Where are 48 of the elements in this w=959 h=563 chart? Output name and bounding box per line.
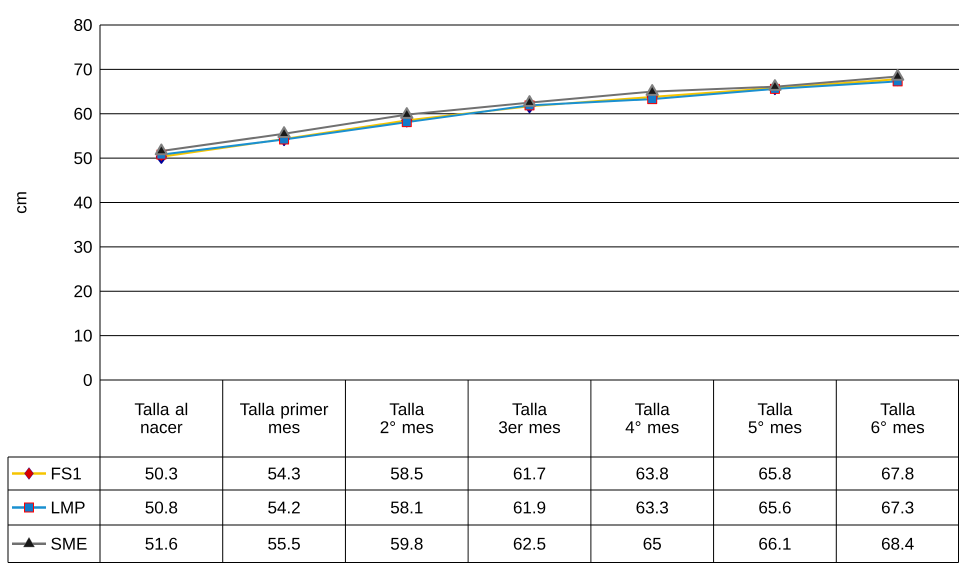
x-tick-label: Talla 6° mes xyxy=(871,402,924,434)
data-label: 61.7 xyxy=(514,467,546,480)
data-label: 58.5 xyxy=(390,467,423,480)
y-tick-label: 20 xyxy=(74,285,92,298)
legend-label: SME xyxy=(51,538,87,550)
data-label: 50.8 xyxy=(145,501,178,514)
data-label: 62.5 xyxy=(514,538,546,550)
data-label: 63.8 xyxy=(636,467,668,480)
data-label: 66.1 xyxy=(759,538,791,550)
y-axis-title: cm xyxy=(17,192,26,214)
point xyxy=(154,144,168,156)
x-tick-label: Talla al nacer xyxy=(134,402,188,434)
data-label: 59.8 xyxy=(390,538,423,550)
data-label: 51.6 xyxy=(145,538,178,550)
y-tick-label: 30 xyxy=(74,240,92,253)
x-tick-label: Talla 5° mes xyxy=(748,402,802,434)
data-label: 54.3 xyxy=(268,467,300,480)
y-tick-label: 10 xyxy=(74,330,92,342)
point xyxy=(522,95,536,107)
data-label: 63.3 xyxy=(636,501,668,514)
x-tick-label: Talla primer mes xyxy=(240,402,328,434)
data-label: 61.9 xyxy=(514,501,546,514)
x-tick-label: Talla 2° mes xyxy=(380,402,434,434)
x-tick-label: Talla 3er mes xyxy=(498,402,560,434)
data-label: 65.8 xyxy=(759,467,791,480)
point xyxy=(400,107,414,119)
data-label: 55.5 xyxy=(268,538,300,550)
point xyxy=(891,68,904,81)
legend-label: LMP xyxy=(52,502,85,514)
point xyxy=(768,79,782,91)
data-label: 58.1 xyxy=(390,501,423,514)
y-tick-label: 50 xyxy=(74,152,92,164)
data-label: 68.4 xyxy=(882,538,914,550)
data-label: 67.3 xyxy=(882,501,914,514)
y-tick-label: 60 xyxy=(74,108,92,120)
data-label: 54.2 xyxy=(268,501,300,514)
data-label: 65 xyxy=(644,538,661,550)
point xyxy=(277,126,291,138)
y-tick-label: 70 xyxy=(74,63,92,76)
legend-label: FS1 xyxy=(52,467,81,480)
y-tick-label: 40 xyxy=(74,196,92,209)
y-tick-label: 0 xyxy=(84,374,92,386)
y-tick-label: 80 xyxy=(74,18,92,32)
data-label: 67.8 xyxy=(882,467,914,480)
point xyxy=(646,84,659,96)
x-tick-label: Talla 4° mes xyxy=(626,402,679,434)
data-label: 65.6 xyxy=(759,501,791,514)
data-label: 50.3 xyxy=(145,467,178,480)
